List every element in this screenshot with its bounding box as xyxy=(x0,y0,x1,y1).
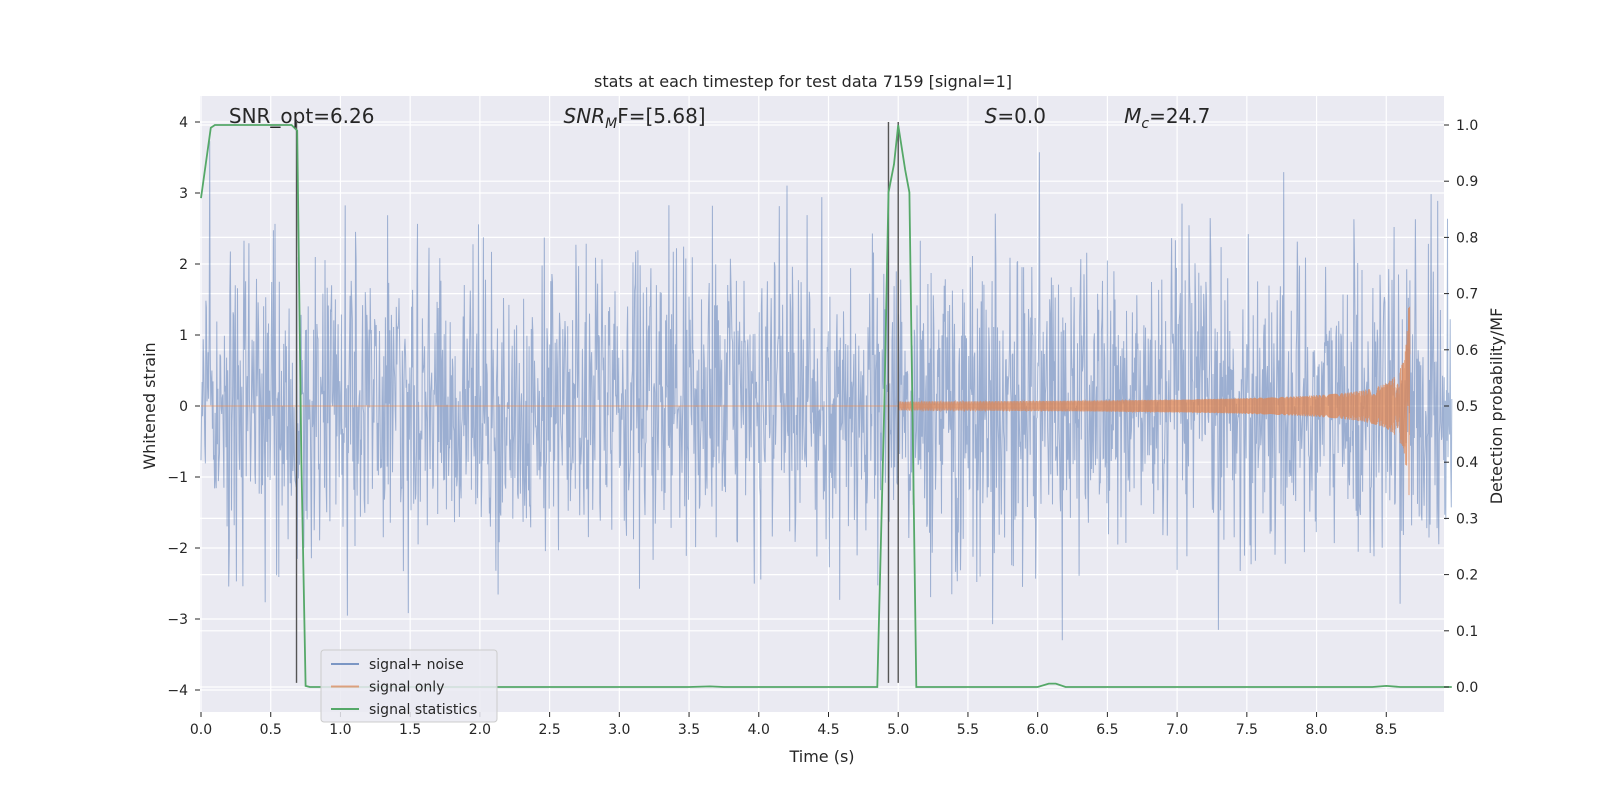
y2-tick-label: 0.4 xyxy=(1456,455,1478,471)
x-tick-label: 4.5 xyxy=(817,722,839,738)
y-tick-label: 4 xyxy=(179,115,188,131)
x-tick-label: 5.5 xyxy=(957,722,979,738)
y-tick-label: 0 xyxy=(179,399,188,415)
y2-tick-label: 1.0 xyxy=(1456,118,1478,134)
y-tick-label: 1 xyxy=(179,328,188,344)
y2-tick-label: 0.9 xyxy=(1456,174,1478,190)
series-signal-noise xyxy=(200,141,1453,641)
legend-label: signal only xyxy=(369,680,444,696)
annotations: SNR_opt=6.26 SNRMF=[5.68] S=0.0 Mc=24.7 xyxy=(229,104,1210,132)
y2-tick-label: 0.0 xyxy=(1456,680,1478,696)
x-axis-label: Time (s) xyxy=(788,747,854,766)
x-tick-label: 3.0 xyxy=(608,722,630,738)
x-tick-label: 2.0 xyxy=(469,722,491,738)
x-tick-label: 6.5 xyxy=(1096,722,1118,738)
x-tick-label: 1.5 xyxy=(399,722,421,738)
series-signal-only xyxy=(201,306,1411,496)
y2-tick-label: 0.1 xyxy=(1456,624,1478,640)
y2-tick-label: 0.8 xyxy=(1456,230,1478,246)
x-tick-label: 7.5 xyxy=(1236,722,1258,738)
legend: signal+ noise signal only signal statistic… xyxy=(320,649,498,723)
y-tick-label: −3 xyxy=(167,612,188,628)
y2-axis-label: Detection probability/MF xyxy=(1487,308,1506,505)
x-tick-label: 2.5 xyxy=(538,722,560,738)
legend-label: signal+ noise xyxy=(369,657,464,673)
x-tick-label: 3.5 xyxy=(678,722,700,738)
y-tick-label: −2 xyxy=(167,541,188,557)
x-tick-label: 8.0 xyxy=(1305,722,1327,738)
signal-trace xyxy=(897,306,1411,496)
legend-label: signal statistics xyxy=(369,702,477,718)
x-axis: 0.0 0.5 1.0 1.5 2.0 2.5 3.0 3.5 4.0 4.5 5.0 5.5 6.0 6… xyxy=(190,712,1397,738)
chart-title: stats at each timestep for test data 715… xyxy=(594,72,1012,91)
x-tick-label: 8.5 xyxy=(1375,722,1397,738)
y2-tick-label: 0.2 xyxy=(1456,568,1478,584)
y-axis-left: −4 −3 −2 −1 0 1 2 3 4 xyxy=(167,115,200,699)
x-tick-label: 7.0 xyxy=(1166,722,1188,738)
x-tick-label: 0.0 xyxy=(190,722,212,738)
x-tick-label: 6.0 xyxy=(1027,722,1049,738)
annotation-text: Mc=24.7 xyxy=(1124,104,1210,132)
x-tick-label: 5.0 xyxy=(887,722,909,738)
x-tick-label: 4.0 xyxy=(748,722,770,738)
x-tick-label: 1.0 xyxy=(329,722,351,738)
y-axis-right: 0.0 0.1 0.2 0.3 0.4 0.5 0.6 0.7 0.8 0.9 1.0 xyxy=(1444,118,1478,696)
y2-tick-label: 0.5 xyxy=(1456,399,1478,415)
annotation-text: SNR_opt=6.26 xyxy=(229,104,375,128)
x-tick-label: 0.5 xyxy=(260,722,282,738)
annotation-text: SNRMF=[5.68] xyxy=(564,104,706,132)
y-tick-label: −1 xyxy=(167,470,188,486)
y-tick-label: 3 xyxy=(179,186,188,202)
y-axis-label: Whitened strain xyxy=(140,342,159,469)
y2-tick-label: 0.7 xyxy=(1456,287,1478,303)
y2-tick-label: 0.6 xyxy=(1456,343,1478,359)
statistics-line xyxy=(200,124,1452,688)
series-signal-statistics xyxy=(200,124,1452,688)
legend-box xyxy=(320,649,498,723)
noise-trace xyxy=(200,141,1453,641)
annotation-text: S=0.0 xyxy=(985,104,1046,128)
y-tick-label: −4 xyxy=(167,683,188,699)
y-tick-label: 2 xyxy=(179,257,188,273)
y2-tick-label: 0.3 xyxy=(1456,511,1478,527)
